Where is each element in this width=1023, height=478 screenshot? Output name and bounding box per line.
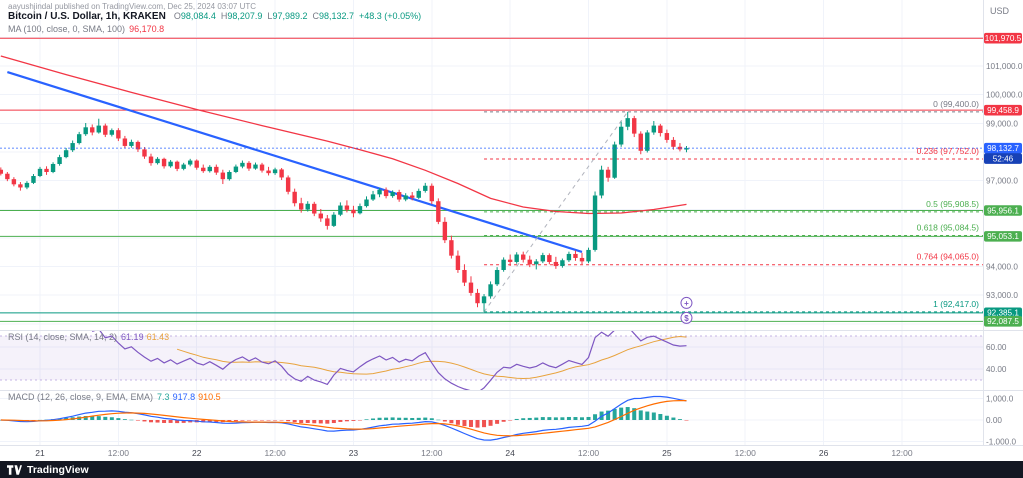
fib-level-label: 0.764 (94,065.0)	[917, 252, 980, 262]
ohlc-open-label: O	[173, 11, 181, 21]
macd-signal-line	[0, 400, 687, 437]
svg-text:95,956.1: 95,956.1	[987, 206, 1019, 215]
price-level-badge: 92,087.5	[984, 316, 1022, 327]
ma-value: 96,170.8	[129, 24, 165, 34]
ohlc-open-value: 98,084.4	[180, 11, 216, 21]
macd-tick-label: 1,000.0	[986, 395, 1014, 404]
rsi-tick-label: 40.00	[986, 365, 1007, 374]
candles-layer	[0, 111, 689, 312]
time-tick-label: 12:00	[264, 448, 286, 458]
macd-tick-label: -1,000.0	[986, 438, 1016, 446]
price-tick-label: 100,000.0	[986, 91, 1023, 100]
macd-hist-value: 7.3	[157, 392, 170, 402]
footer: TradingView	[0, 461, 1023, 478]
ohlc-close-label: C	[312, 11, 319, 21]
fib-level-label: 0.618 (95,084.5)	[917, 222, 980, 232]
tradingview-logo[interactable]: TradingView	[7, 464, 89, 476]
time-tick-label: 12:00	[421, 448, 443, 458]
time-axis[interactable]: 21 12:00 22 12:00 23 12:00 24 12:00 25 12:00 26 12:…	[0, 445, 1023, 461]
price-level-badge: 92,385.1	[984, 307, 1022, 319]
svg-text:98,132.7: 98,132.7	[987, 144, 1019, 153]
grid-layer	[0, 0, 983, 445]
price-tick-label: 101,000.0	[986, 62, 1023, 71]
time-tick-label: 24	[505, 448, 515, 458]
attribution: aayushjindal published on TradingView.co…	[8, 2, 257, 11]
macd-legend[interactable]: MACD (12, 26, close, 9, EMA, EMA) 7.3 917.…	[8, 392, 221, 402]
main-pane: 0 (99,400.0) 0.236 (97,752.0) 0.5 (95,908.…	[0, 37, 983, 322]
macd-signal-value: 910.5	[198, 392, 221, 402]
symbol-legend: Bitcoin / U.S. Dollar, 1h, KRAKEN O98,084…	[8, 11, 421, 22]
time-tick-label: 12:00	[577, 448, 600, 458]
chart-canvas[interactable]: 0 (99,400.0) 0.236 (97,752.0) 0.5 (95,908.…	[0, 0, 1023, 445]
current-price-badge: 98,132.7	[984, 142, 1022, 154]
time-tick-label: 22	[191, 448, 202, 458]
svg-text:95,053.1: 95,053.1	[987, 232, 1019, 241]
macd-pane	[0, 395, 689, 441]
time-tick-label: 23	[348, 448, 359, 458]
svg-text:+: +	[684, 299, 689, 308]
time-tick-label: 12:00	[891, 448, 913, 458]
price-level-badge: 99,458.9	[984, 104, 1022, 116]
time-tick-label: 12:00	[734, 448, 756, 458]
trade-button[interactable]: $	[680, 311, 693, 324]
time-tick-label: 26	[818, 448, 829, 458]
add-alert-button[interactable]: +	[680, 296, 693, 309]
rsi-pane	[0, 331, 983, 390]
rsi-line	[92, 331, 687, 390]
price-axis[interactable]: 101,000.0 100,000.0 99,000.0 97,000.0 94,000…	[983, 0, 1023, 445]
macd-value: 917.8	[172, 392, 196, 402]
macd-tick-label: 0.00	[986, 416, 1002, 425]
time-tick-label: 12:00	[107, 448, 129, 458]
currency-toggle[interactable]: USD	[990, 6, 1010, 16]
svg-text:101,970.5: 101,970.5	[985, 34, 1022, 43]
ohlc-high-value: 98,207.9	[227, 11, 263, 21]
ohlc-low-label: L	[267, 11, 273, 21]
rsi-band	[0, 336, 983, 380]
price-tick-label: 93,000.0	[986, 291, 1018, 300]
price-tick-label: 94,000.0	[986, 263, 1018, 272]
rsi-value: 61.19	[121, 332, 144, 342]
macd-line	[0, 395, 687, 441]
countdown-badge: 52:46	[984, 153, 1022, 164]
svg-text:99,458.9: 99,458.9	[987, 106, 1019, 115]
svg-text:92,087.5: 92,087.5	[987, 317, 1019, 326]
tradingview-logo-icon	[7, 464, 22, 475]
svg-text:$: $	[684, 314, 689, 323]
price-level-badge: 101,970.5	[984, 32, 1022, 44]
rsi-tick-label: 60.00	[986, 343, 1007, 352]
rsi-ma-value: 61.43	[146, 332, 170, 342]
ohlc-high-label: H	[220, 11, 228, 21]
rsi-legend[interactable]: RSI (14, close, SMA, 14, 2) 61.19 61.43	[8, 332, 169, 342]
fib-level-label: 0.236 (97,752.0)	[917, 146, 980, 156]
price-tick-label: 97,000.0	[986, 177, 1018, 186]
time-tick-label: 21	[35, 448, 45, 458]
ohlc-low-value: 97,989.2	[272, 11, 308, 21]
symbol-title[interactable]: Bitcoin / U.S. Dollar, 1h, KRAKEN	[8, 11, 166, 22]
macd-label: MACD (12, 26, close, 9, EMA, EMA)	[8, 392, 154, 402]
ma-label: MA (100, close, 0, SMA, 100)	[8, 24, 126, 34]
price-level-badge: 95,053.1	[984, 231, 1022, 242]
ohlc-close-value: 98,132.7	[318, 11, 355, 21]
brand-name: TradingView	[27, 463, 89, 476]
ma-100-line	[0, 55, 687, 215]
fib-level-label: 0.5 (95,908.5)	[926, 199, 979, 209]
rsi-label: RSI (14, close, SMA, 14, 2)	[8, 332, 118, 342]
change-value: +48.3 (+0.05%)	[359, 11, 422, 21]
fib-level-label: 1 (92,417.0)	[933, 299, 979, 309]
fib-level-label: 0 (99,400.0)	[933, 99, 979, 109]
price-tick-label: 99,000.0	[986, 119, 1018, 128]
svg-text:92,385.1: 92,385.1	[987, 309, 1019, 318]
price-level-badge: 95,956.1	[984, 205, 1022, 216]
ma-legend[interactable]: MA (100, close, 0, SMA, 100) 96,170.8	[8, 24, 164, 34]
descending-trendline-blue	[7, 70, 583, 253]
time-tick-label: 25	[662, 448, 672, 458]
svg-text:52:46: 52:46	[993, 154, 1014, 163]
